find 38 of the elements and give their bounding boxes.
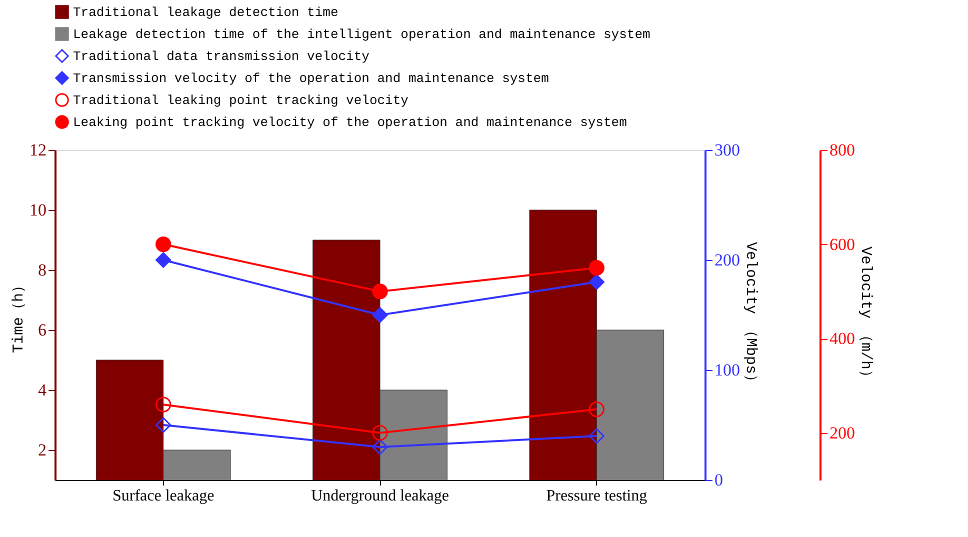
y-tick-label: 10 [30,200,46,220]
y-tick-label: 2 [38,440,46,460]
y-axis-title: Time（h） [10,278,28,354]
point [588,260,604,276]
y-tick-label: 8 [38,260,46,280]
y2-tick-label: 200 [714,250,740,270]
legend-label: Leakage detection time of the intelligent operation and maintenance system [73,27,650,42]
legend-label: Transmission velocity of the operation and maintenance system [73,71,550,86]
legend-label: Leaking point tracking velocity of the operation and maintenance system [73,115,628,130]
y-tick-label: 6 [38,320,46,340]
point [156,417,172,433]
point [372,439,388,455]
y3-tick-label: 200 [830,423,855,442]
y2-tick-label: 100 [714,360,740,380]
y3-axis-title: Velocity （m/h） [857,246,874,385]
y3-tick-label: 400 [830,329,855,348]
y2-tick-label: 300 [714,140,740,160]
point [372,307,388,323]
legend-label: Traditional data transmission velocity [73,49,370,64]
x-tick-label: Surface leakage [112,488,214,504]
y3-tick-label: 800 [830,140,855,160]
point [588,401,604,418]
legend-label: Traditional leakage detection time [73,5,338,20]
x-tick-label: Underground leakage [311,488,449,504]
point [156,396,172,412]
y-tick-label: 12 [30,140,46,160]
y3-tick-label: 600 [830,234,855,254]
point [588,274,604,290]
point [372,425,388,441]
point [156,236,172,252]
legend-label: Traditional leaking point tracking velocity [73,93,409,108]
point [372,284,388,300]
y2-axis-title: Velocity （Mbps） [742,242,759,390]
point [588,428,604,444]
y2-tick-label: 0 [714,470,723,490]
y-tick-label: 4 [38,380,47,400]
point [156,252,172,268]
x-tick-label: Pressure testing [546,488,648,504]
